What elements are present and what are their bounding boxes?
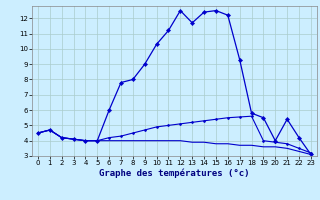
X-axis label: Graphe des températures (°c): Graphe des températures (°c) [99,169,250,178]
